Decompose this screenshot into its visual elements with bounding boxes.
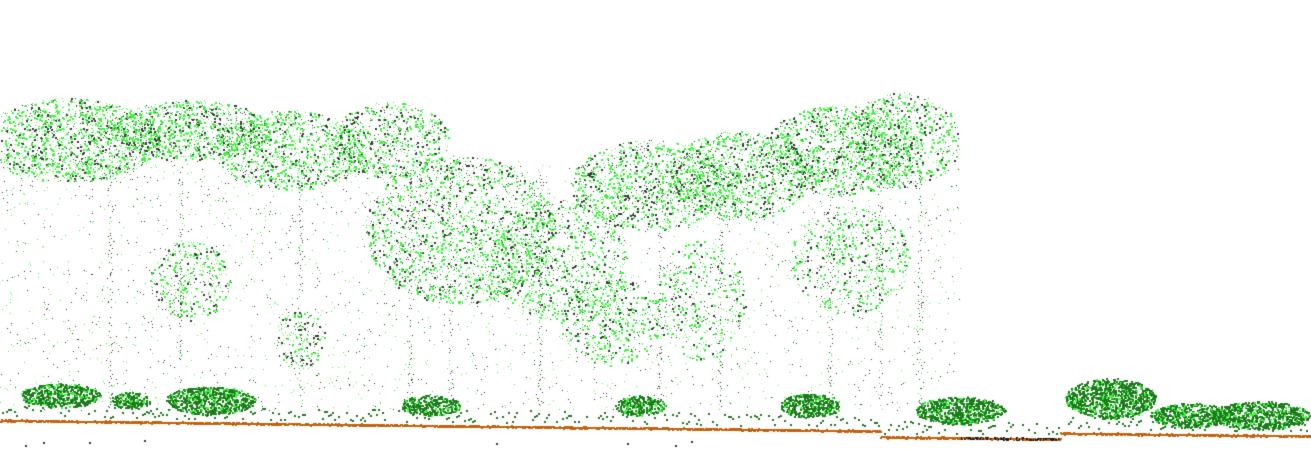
point-cloud-profile-canvas[interactable] xyxy=(0,0,1311,449)
point-cloud-viewport[interactable] xyxy=(0,0,1311,449)
